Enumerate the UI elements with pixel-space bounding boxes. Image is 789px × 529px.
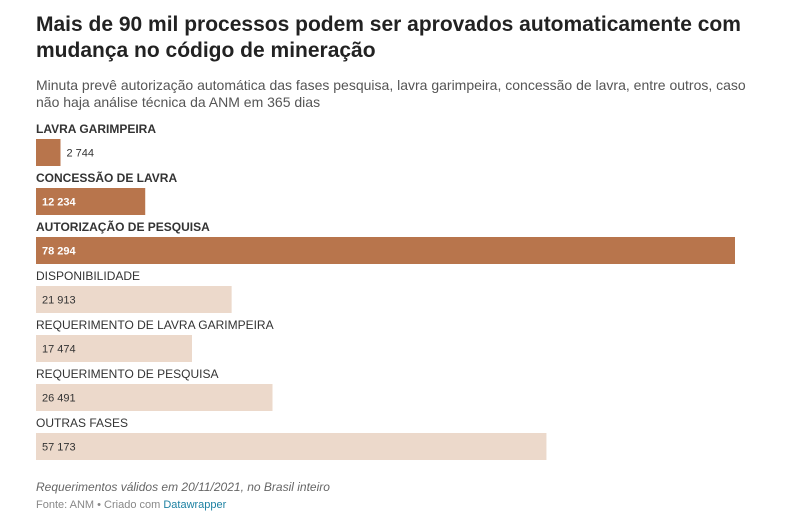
value-label: 26 491 [42, 393, 76, 405]
value-label: 17 474 [42, 344, 76, 356]
chart-source: Fonte: ANM • Criado com Datawrapper [36, 499, 226, 511]
value-label: 12 234 [42, 197, 77, 209]
value-label: 21 913 [42, 295, 76, 307]
category-label: OUTRAS FASES [36, 416, 128, 430]
bar[interactable] [36, 384, 273, 411]
chart-subtitle: Minuta prevê autorização automática das … [36, 77, 746, 110]
value-label: 2 744 [66, 148, 94, 160]
bar[interactable] [36, 188, 146, 215]
value-label: 78 294 [42, 246, 77, 258]
category-label: CONCESSÃO DE LAVRA [36, 170, 177, 185]
datawrapper-link[interactable]: Datawrapper [163, 499, 227, 511]
bar[interactable] [36, 433, 547, 460]
category-label: REQUERIMENTO DE LAVRA GARIMPEIRA [36, 318, 274, 332]
category-label: AUTORIZAÇÃO DE PESQUISA [36, 219, 210, 234]
bar[interactable] [36, 139, 61, 166]
category-label: DISPONIBILIDADE [36, 269, 140, 283]
category-label: REQUERIMENTO DE PESQUISA [36, 367, 218, 381]
category-label: LAVRA GARIMPEIRA [36, 122, 156, 136]
bar[interactable] [36, 237, 735, 264]
chart-note: Requerimentos válidos em 20/11/2021, no … [36, 480, 330, 494]
chart-title: Mais de 90 mil processos podem ser aprov… [36, 13, 741, 62]
source-text: Fonte: ANM • Criado com [36, 499, 164, 511]
bar[interactable] [36, 335, 193, 362]
value-label: 57 173 [42, 442, 76, 454]
bar[interactable] [36, 286, 232, 313]
